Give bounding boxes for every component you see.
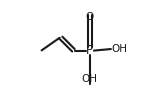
Text: O: O [86, 12, 94, 22]
Text: OH: OH [111, 44, 127, 54]
Text: P: P [86, 44, 93, 57]
Text: OH: OH [82, 74, 98, 84]
